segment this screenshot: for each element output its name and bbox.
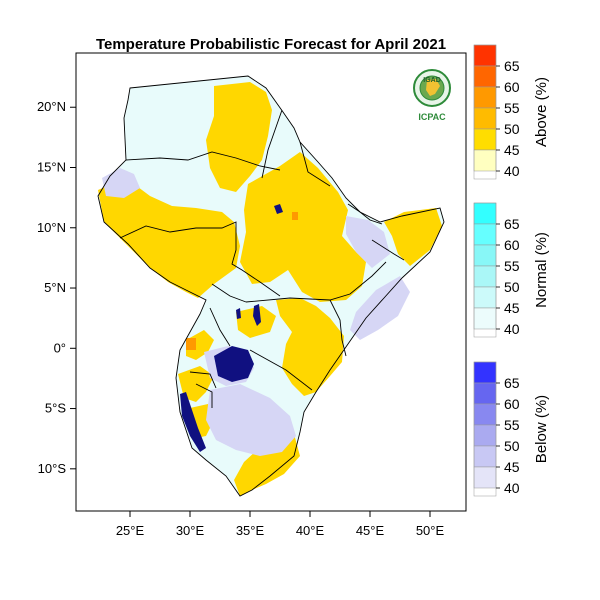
legend-swatch: [473, 128, 497, 151]
legend-tick-label: 45: [504, 142, 520, 158]
lake-turkana: [253, 304, 261, 326]
legend-bar-above: 65 60 55 50 45 40 Above (%): [473, 44, 550, 180]
legend-tick-label: 50: [504, 121, 520, 137]
lake-albert: [236, 308, 241, 319]
legend-tick-label: 55: [504, 258, 520, 274]
legend-tick-label: 45: [504, 459, 520, 475]
x-tick-label: 25°E: [116, 523, 145, 538]
legend-bar-normal: 65 60 55 50 45 40 Normal (%): [473, 202, 550, 338]
lakes: [180, 204, 283, 452]
forecast-region: [97, 75, 445, 497]
x-tick-label: 40°E: [296, 523, 325, 538]
y-tick-label: 10°N: [37, 220, 66, 235]
legend-tick-label: 45: [504, 300, 520, 316]
x-tick-label: 50°E: [416, 523, 445, 538]
legend-title: Normal (%): [533, 232, 550, 308]
legend-tick-label: 50: [504, 279, 520, 295]
legend-swatch: [473, 86, 497, 109]
legend-tick-label: 60: [504, 79, 520, 95]
legend-tick-label: 65: [504, 58, 520, 74]
x-tick-label: 35°E: [236, 523, 265, 538]
legend-tick-label: 55: [504, 417, 520, 433]
legend-swatch: [473, 445, 497, 468]
y-tick-label: 5°N: [44, 280, 66, 295]
x-axis: 25°E 30°E 35°E 40°E 45°E 50°E: [116, 511, 445, 538]
y-tick-label: 15°N: [37, 160, 66, 175]
legend-swatch: [473, 265, 497, 288]
logo-bottom-text: ICPAC: [418, 112, 446, 122]
legend-swatch: [473, 107, 497, 130]
lake-tana: [274, 204, 283, 214]
legend-swatch: [473, 382, 497, 405]
legend-tick-label: 60: [504, 396, 520, 412]
legend-tick-label: 65: [504, 375, 520, 391]
legend-tick-label: 60: [504, 237, 520, 253]
legend-swatch: [473, 44, 497, 67]
country-borders: [97, 75, 445, 497]
legend-swatch: [473, 223, 497, 246]
icpac-logo: IGAD ICPAC: [413, 69, 451, 122]
legend-swatch: [473, 202, 497, 225]
legend-bar-below: 65 60 55 50 45 40 Below (%): [473, 361, 550, 497]
legend-swatch: [473, 286, 497, 309]
map-title: Temperature Probabilistic Forecast for A…: [95, 36, 447, 53]
legend-tick-label: 55: [504, 100, 520, 116]
above-normal-zones: [98, 82, 442, 496]
legend-swatch: [473, 424, 497, 447]
legend-swatch: [473, 361, 497, 384]
legend-title: Below (%): [533, 395, 550, 463]
y-axis: 20°N 15°N 10°N 5°N 0° 5°S 10°S: [37, 99, 76, 476]
x-tick-label: 45°E: [356, 523, 385, 538]
y-tick-label: 0°: [54, 340, 66, 355]
legend-tick-label: 40: [504, 163, 520, 179]
y-tick-label: 20°N: [37, 99, 66, 114]
legend-swatch: [473, 244, 497, 267]
legend-tick-label: 40: [504, 480, 520, 496]
legend-swatch: [473, 466, 497, 489]
above-strong-spots: [186, 212, 298, 350]
lake-tanganyika: [180, 392, 206, 452]
legend: 65 60 55 50 45 40 Above (%) 65 60 55 50 45 40 Normal …: [473, 44, 550, 497]
legend-swatch: [473, 65, 497, 88]
logo-top-text: IGAD: [423, 77, 441, 84]
y-tick-label: 5°S: [45, 401, 66, 416]
legend-tick-label: 65: [504, 216, 520, 232]
y-tick-label: 10°S: [38, 461, 67, 476]
legend-title: Above (%): [533, 77, 550, 147]
x-tick-label: 30°E: [176, 523, 205, 538]
lake-victoria: [214, 346, 254, 382]
legend-swatch: [473, 307, 497, 330]
legend-tick-label: 50: [504, 438, 520, 454]
legend-swatch: [473, 149, 497, 172]
legend-swatch: [473, 403, 497, 426]
legend-tick-label: 40: [504, 321, 520, 337]
